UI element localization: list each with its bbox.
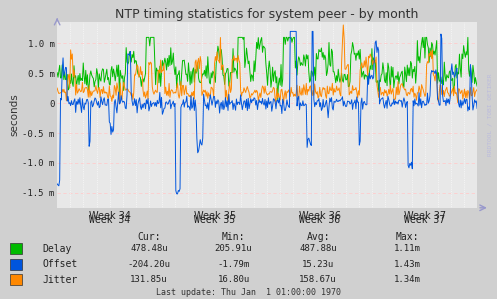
Text: 16.80u: 16.80u bbox=[218, 275, 249, 284]
Text: RRDTOOL / TOBI OETIKER: RRDTOOL / TOBI OETIKER bbox=[487, 74, 492, 156]
Text: Week 34: Week 34 bbox=[89, 215, 130, 225]
Text: -204.20u: -204.20u bbox=[128, 260, 170, 269]
Text: 487.88u: 487.88u bbox=[299, 244, 337, 253]
Text: Week 35: Week 35 bbox=[194, 215, 235, 225]
Text: 478.48u: 478.48u bbox=[130, 244, 168, 253]
Text: 1.34m: 1.34m bbox=[394, 275, 421, 284]
Text: Cur:: Cur: bbox=[137, 232, 161, 242]
Text: -1.79m: -1.79m bbox=[218, 260, 249, 269]
FancyBboxPatch shape bbox=[10, 274, 22, 285]
Text: Jitter: Jitter bbox=[42, 275, 78, 285]
Text: 205.91u: 205.91u bbox=[215, 244, 252, 253]
FancyBboxPatch shape bbox=[10, 259, 22, 270]
Text: 131.85u: 131.85u bbox=[130, 275, 168, 284]
Text: Week 36: Week 36 bbox=[299, 215, 340, 225]
Text: 1.11m: 1.11m bbox=[394, 244, 421, 253]
Text: Week 37: Week 37 bbox=[404, 215, 445, 225]
Text: 15.23u: 15.23u bbox=[302, 260, 334, 269]
Text: 158.67u: 158.67u bbox=[299, 275, 337, 284]
Text: Max:: Max: bbox=[396, 232, 419, 242]
Text: Min:: Min: bbox=[222, 232, 246, 242]
Text: Last update: Thu Jan  1 01:00:00 1970: Last update: Thu Jan 1 01:00:00 1970 bbox=[156, 288, 341, 297]
Text: Avg:: Avg: bbox=[306, 232, 330, 242]
Title: NTP timing statistics for system peer - by month: NTP timing statistics for system peer - … bbox=[115, 8, 419, 21]
Text: Offset: Offset bbox=[42, 259, 78, 269]
FancyBboxPatch shape bbox=[10, 243, 22, 254]
Y-axis label: seconds: seconds bbox=[9, 94, 19, 136]
Text: 1.43m: 1.43m bbox=[394, 260, 421, 269]
Text: Delay: Delay bbox=[42, 244, 72, 254]
